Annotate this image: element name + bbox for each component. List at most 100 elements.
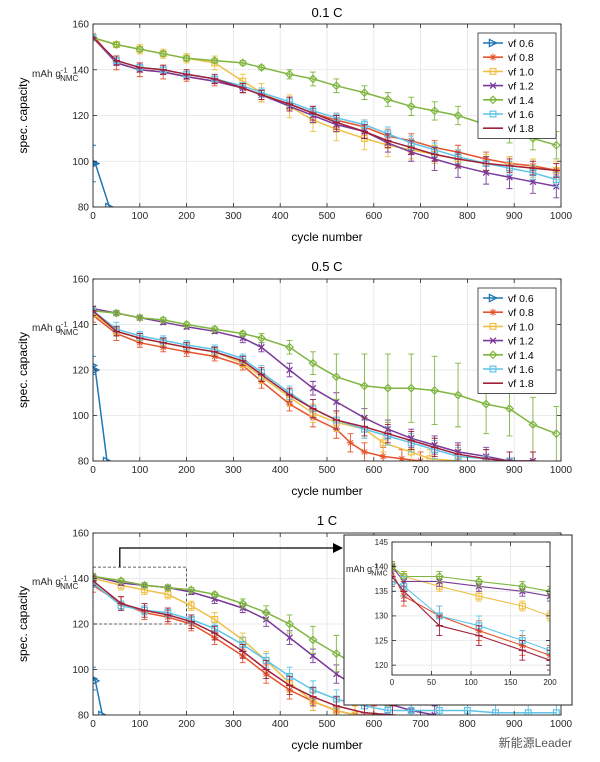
data-point-vf-1-6 — [392, 577, 396, 585]
chart-title: 0.5 C — [311, 259, 342, 274]
data-point-vf-1-4 — [406, 383, 416, 393]
error-bar-vf-1-4 — [384, 92, 391, 107]
legend-marker-vf-1-6 — [489, 110, 497, 118]
y-tick-label: 140 — [72, 320, 89, 331]
series-vf-1-8 — [93, 575, 397, 715]
series-vf-1-4 — [93, 306, 561, 461]
legend-entry-vf-1-8: vf 1.8 — [483, 378, 534, 390]
data-point-vf-1-2 — [506, 457, 513, 461]
y-tick-label: 120 — [375, 661, 389, 670]
data-point-vf-1-4 — [238, 599, 248, 608]
legend-label-vf-0-8: vf 0.8 — [508, 307, 534, 319]
x-tick-label: 900 — [506, 465, 523, 476]
y-tick-label: 140 — [72, 65, 89, 76]
data-point-vf-1-4 — [505, 404, 514, 414]
error-bar-vf-1-0 — [547, 610, 550, 622]
data-point-vf-1-4 — [331, 372, 341, 382]
data-point-vf-0-6 — [98, 710, 108, 715]
data-point-vf-0-6 — [93, 366, 101, 374]
x-tick-label: 700 — [412, 465, 429, 476]
error-bar-vf-1-4 — [333, 634, 340, 673]
data-point-vf-1-4 — [453, 390, 463, 400]
data-point-vf-1-6 — [435, 706, 443, 714]
error-bar-vf-1-8 — [389, 705, 396, 715]
error-bar-vf-1-4 — [286, 339, 293, 355]
legend-marker-vf-0-6 — [488, 38, 499, 48]
x-tick-label: 50 — [427, 678, 436, 687]
legend-entry-vf-0-8: vf 0.8 — [483, 52, 534, 64]
legend-label-vf-1-4: vf 1.4 — [508, 95, 534, 107]
x-tick-label: 1000 — [550, 719, 573, 730]
data-point-vf-0-6 — [105, 202, 115, 207]
data-point-vf-1-4 — [186, 585, 196, 595]
y-unit-label: mAh g-1 NMC — [32, 320, 79, 338]
data-point-vf-1-4 — [135, 313, 145, 323]
y-tick-label: 145 — [375, 538, 389, 547]
y-tick-label: 100 — [72, 157, 89, 168]
data-point-vf-1-4 — [308, 74, 318, 84]
x-tick-label: 800 — [459, 719, 476, 730]
data-point-vf-0-6 — [93, 677, 101, 685]
legend-marker-vf-1-4 — [488, 95, 498, 105]
error-bar-vf-1-4 — [309, 351, 316, 375]
data-point-vf-1-4 — [285, 69, 295, 79]
data-point-vf-1-2 — [309, 384, 317, 392]
error-bar-vf-1-2 — [431, 705, 438, 715]
series-line-vf-1-2 — [93, 37, 557, 188]
data-point-vf-1-4 — [210, 56, 220, 66]
x-tick-label: 500 — [319, 465, 336, 476]
x-tick-label: 200 — [543, 678, 557, 687]
legend-entry-vf-1-4: vf 1.4 — [483, 350, 534, 362]
x-tick-label: 500 — [319, 719, 336, 730]
x-tick-label: 900 — [506, 719, 523, 730]
inset-plot: 0 50 100 150 200 120 125 130 135 140 145 mAh g-1 NMC — [346, 538, 557, 687]
data-point-vf-1-4 — [116, 576, 126, 586]
legend-entry-vf-1-2: vf 1.2 — [483, 336, 534, 348]
error-bar-vf-1-4 — [455, 362, 462, 428]
legend-marker-vf-1-4 — [488, 350, 498, 360]
error-bar-vf-1-4 — [384, 353, 391, 423]
y-tick-label: 80 — [78, 711, 90, 722]
error-bar-vf-1-4 — [309, 71, 316, 87]
error-bar-vf-1-8 — [529, 451, 536, 461]
y-tick-label: 80 — [78, 457, 90, 468]
data-point-vf-1-4 — [359, 381, 369, 391]
legend-entry-vf-1-6: vf 1.6 — [483, 364, 534, 376]
legend-label-vf-1-8: vf 1.8 — [508, 123, 534, 135]
data-point-vf-1-6 — [492, 709, 499, 715]
data-point-vf-1-2 — [258, 343, 265, 351]
error-bar-vf-1-0 — [352, 705, 359, 715]
inset-arrow — [119, 543, 343, 568]
error-bar-vf-1-4 — [333, 78, 340, 94]
data-point-vf-1-4 — [308, 358, 318, 368]
data-point-vf-1-4 — [392, 562, 397, 572]
x-tick-label: 150 — [504, 678, 518, 687]
series-vf-0-6 — [93, 666, 108, 715]
legend-entry-vf-1-2: vf 1.2 — [483, 81, 534, 93]
x-tick-label: 0 — [90, 719, 96, 730]
data-point-vf-1-4 — [430, 106, 440, 116]
series-vf-1-8 — [93, 305, 537, 461]
legend-entry-vf-0-6: vf 0.6 — [483, 38, 534, 50]
data-point-vf-1-4 — [158, 315, 168, 325]
data-point-vf-1-6 — [552, 709, 560, 715]
series-line-vf-1-0 — [93, 577, 356, 715]
data-point-vf-1-0 — [518, 602, 526, 610]
legend-entry-vf-1-0: vf 1.0 — [483, 66, 534, 78]
legend-label-vf-1-2: vf 1.2 — [508, 336, 534, 348]
legend: vf 0.6 vf 0.8 vf 1.0 vf 1.2 vf 1.4 vf 1.6 vf 1… — [477, 32, 557, 139]
data-point-vf-1-4 — [474, 576, 484, 586]
data-point-vf-1-4 — [238, 58, 248, 68]
error-bar-vf-1-4 — [553, 405, 560, 461]
data-point-vf-1-4 — [285, 619, 295, 629]
data-point-vf-1-0 — [211, 615, 219, 623]
plot-panel-2: 0 100 200 300 400 500 600 700 800 900 1000 80 100 120… — [16, 259, 573, 498]
data-point-vf-1-4 — [517, 581, 527, 591]
series-group — [392, 561, 550, 671]
data-point-vf-1-4 — [453, 111, 463, 120]
x-tick-label: 900 — [506, 211, 523, 222]
data-point-vf-1-4 — [111, 308, 121, 318]
data-point-vf-1-4 — [182, 320, 192, 329]
